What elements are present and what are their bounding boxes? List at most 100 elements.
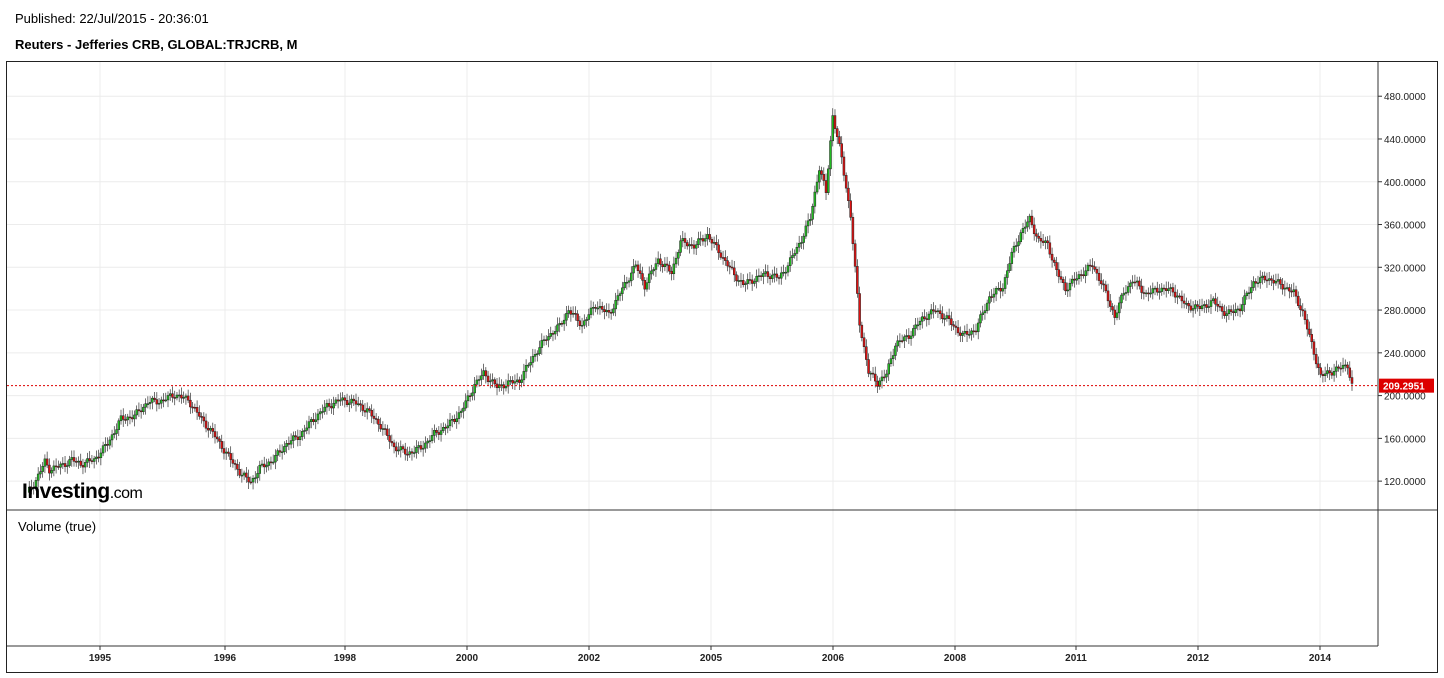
- candle: [1030, 209, 1034, 228]
- candle-body-down: [1180, 295, 1184, 302]
- candle-body-up: [706, 234, 709, 239]
- candle-body-up: [562, 319, 566, 325]
- candle-body-down: [1305, 319, 1309, 330]
- candle: [1308, 321, 1311, 338]
- candle-body-up: [1203, 304, 1206, 306]
- candle: [941, 306, 944, 324]
- candle: [560, 320, 564, 327]
- candle-body-up: [618, 293, 622, 296]
- investing-logo: Investing.com: [22, 480, 143, 504]
- candle: [484, 367, 488, 384]
- candle-body-up: [780, 272, 783, 279]
- candle-body-down: [1297, 295, 1300, 306]
- candle: [569, 306, 573, 322]
- candle: [972, 324, 975, 338]
- candle-body-up: [929, 309, 933, 315]
- candle-body-up: [92, 458, 96, 462]
- candle: [1314, 347, 1318, 369]
- candle-body-down: [386, 428, 389, 436]
- candle-body-down: [639, 270, 642, 274]
- candle-body-up: [274, 455, 277, 463]
- candle: [847, 181, 850, 209]
- candle: [265, 458, 268, 473]
- candle-body-up: [869, 372, 873, 375]
- candle: [59, 461, 62, 475]
- candle: [139, 404, 143, 419]
- candle: [677, 249, 680, 266]
- candle-body-down: [1288, 287, 1291, 292]
- candle-body-up: [1200, 305, 1204, 309]
- candle: [672, 256, 676, 281]
- candle-body-up: [1335, 366, 1338, 372]
- candle: [182, 391, 185, 403]
- candle: [797, 235, 801, 252]
- candle: [256, 466, 259, 484]
- candle: [1312, 339, 1316, 361]
- candle-body-up: [1185, 303, 1188, 305]
- candle-body-up: [1292, 289, 1296, 293]
- candle: [970, 327, 973, 341]
- candle-body-down: [856, 266, 859, 294]
- candle: [242, 470, 246, 480]
- candle-body-up: [540, 340, 544, 348]
- candle-body-up: [314, 419, 317, 422]
- candle: [574, 306, 577, 321]
- candle: [1252, 276, 1255, 291]
- candle: [596, 301, 599, 315]
- candle: [148, 396, 152, 410]
- candle: [522, 363, 526, 386]
- candle: [1122, 287, 1125, 300]
- candle: [144, 398, 147, 415]
- candle-body-up: [1256, 282, 1260, 284]
- candle-body-down: [1321, 374, 1325, 377]
- candle-body-up: [1344, 364, 1347, 367]
- candle-body-down: [862, 337, 866, 347]
- candle-body-up: [1169, 287, 1172, 290]
- candle: [309, 416, 313, 429]
- candle-body-down: [1182, 300, 1186, 304]
- candle: [352, 395, 356, 406]
- candle-body-down: [352, 398, 356, 401]
- candle: [1191, 301, 1195, 318]
- candle-body-up: [1003, 277, 1007, 289]
- candle: [406, 446, 409, 461]
- candle-body-up: [961, 333, 964, 336]
- candle-body-up: [1283, 287, 1287, 290]
- candle: [130, 410, 134, 423]
- candle: [583, 314, 586, 329]
- candle-body-up: [672, 263, 676, 275]
- candle-body-down: [419, 445, 423, 450]
- candle-body-down: [1173, 291, 1177, 298]
- candle-body-up: [674, 257, 678, 265]
- candle: [654, 257, 658, 277]
- candle-body-up: [1245, 292, 1249, 297]
- candle-body-up: [1243, 295, 1246, 305]
- candle: [963, 325, 967, 337]
- candle: [923, 309, 926, 322]
- candle-body-up: [224, 451, 228, 454]
- candle: [164, 392, 168, 403]
- candle: [1001, 283, 1005, 297]
- y-tick-label: 160.0000: [1384, 434, 1426, 445]
- candle-body-down: [717, 244, 720, 254]
- candle: [1167, 281, 1170, 294]
- candle: [312, 413, 315, 426]
- candle-body-up: [927, 313, 931, 320]
- candle: [1086, 262, 1090, 276]
- candle: [278, 444, 282, 457]
- candle: [101, 441, 105, 457]
- candle: [891, 348, 895, 367]
- candle: [296, 429, 300, 447]
- candle: [1017, 235, 1020, 253]
- candle: [567, 305, 570, 318]
- candle-body-up: [1153, 287, 1157, 290]
- candle-body-up: [645, 282, 649, 290]
- candle-body-up: [773, 273, 776, 276]
- candle: [1046, 236, 1049, 250]
- candle: [54, 458, 58, 474]
- candle: [397, 442, 400, 455]
- candle: [379, 417, 382, 433]
- candle: [350, 394, 353, 409]
- candle-body-down: [1205, 304, 1208, 308]
